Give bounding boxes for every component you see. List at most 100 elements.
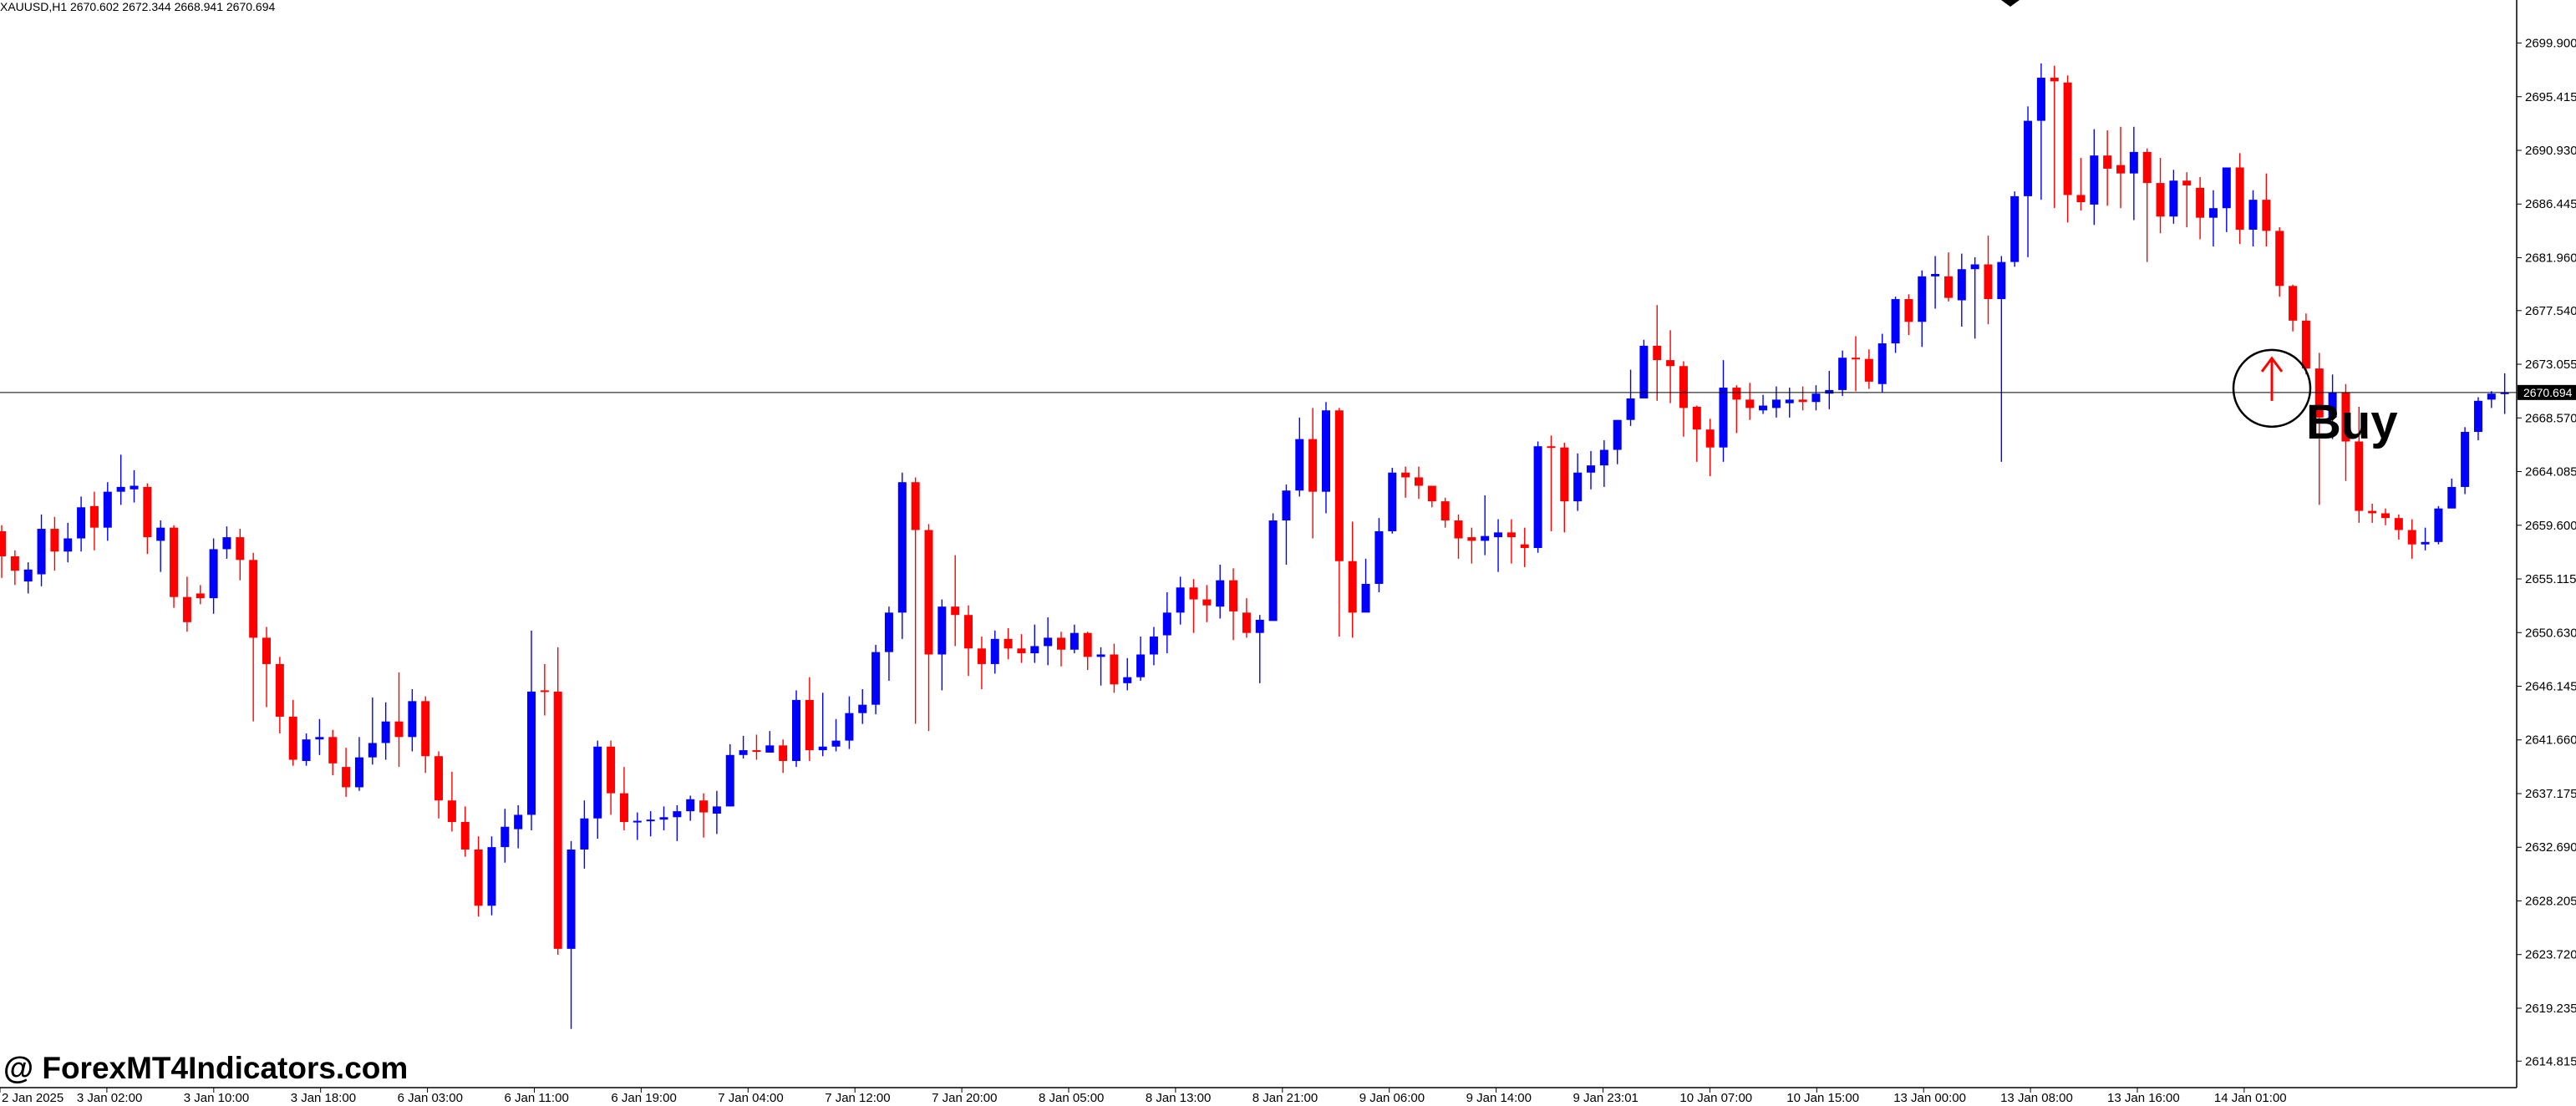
candle (514, 804, 523, 849)
candle-body (540, 690, 549, 693)
candle (2248, 190, 2258, 247)
candle (580, 800, 589, 869)
candle-body (1639, 345, 1649, 398)
candle-body (1255, 619, 1264, 633)
candle (2182, 172, 2192, 228)
candle (196, 585, 205, 605)
candle-body (2196, 187, 2205, 218)
candle-body (1560, 447, 1569, 502)
candle (792, 690, 800, 768)
candle (2368, 503, 2377, 523)
price-tick-label: 2659.600 (2525, 519, 2576, 533)
buy-signal-label: Buy (2306, 395, 2398, 449)
time-tick-label: 13 Jan 08:00 (2000, 1091, 2073, 1105)
candle (143, 483, 152, 555)
candle (37, 514, 46, 586)
candle (1587, 450, 1595, 490)
price-tick-label: 2637.175 (2525, 787, 2576, 801)
candle-body (209, 549, 218, 599)
price-tick-label: 2646.145 (2525, 680, 2576, 694)
candle-body (1852, 358, 1860, 360)
candle-body (37, 529, 46, 575)
candle (10, 550, 19, 586)
candle (2196, 176, 2205, 240)
candle-body (858, 704, 867, 713)
candle (1268, 513, 1278, 621)
candle-body (2090, 155, 2099, 205)
candle-body (1427, 485, 1436, 502)
candle-body (50, 529, 59, 552)
candle (964, 605, 973, 677)
candle-body (792, 699, 800, 761)
candle-body (2500, 392, 2509, 394)
candle-body (1202, 599, 1212, 606)
candle-body (2289, 286, 2298, 321)
candle (1613, 419, 1622, 464)
price-tick-label: 2690.930 (2525, 144, 2576, 158)
price-tick-label: 2695.415 (2525, 90, 2576, 104)
candle (156, 520, 165, 572)
candle (2169, 170, 2178, 224)
candle (990, 630, 999, 674)
candle (1639, 339, 1649, 398)
candle-body (725, 754, 734, 807)
candle-body (845, 713, 854, 741)
candle-body (434, 756, 444, 801)
candle-body (1189, 587, 1198, 600)
time-tick-label: 8 Jan 13:00 (1146, 1091, 1211, 1105)
candle-body (500, 826, 510, 848)
candle (1533, 441, 1542, 553)
candle (1653, 305, 1662, 401)
candle (884, 606, 893, 681)
candle (1361, 558, 1370, 613)
candle-body (2394, 518, 2403, 530)
candle-body (699, 800, 709, 813)
candle-body (2421, 541, 2430, 545)
candle (1494, 519, 1503, 572)
candle (897, 472, 907, 639)
candle (130, 469, 139, 503)
candle-body (1070, 632, 1079, 650)
candle-body (1308, 439, 1318, 492)
candle-body (2156, 183, 2165, 217)
candle-body (1481, 535, 1490, 541)
candle (368, 698, 377, 765)
candle (1745, 383, 1755, 420)
candle-body (2461, 432, 2470, 487)
candle-body (2275, 231, 2284, 287)
candle-body (89, 505, 99, 528)
candle (1481, 495, 1490, 556)
candle (1454, 514, 1463, 559)
candle (408, 689, 417, 752)
candle-body (2129, 151, 2138, 174)
candle (845, 696, 854, 749)
candle (500, 809, 510, 863)
candle-body (686, 799, 695, 812)
candle (593, 740, 602, 840)
signal-circle (2232, 348, 2312, 429)
candle (1599, 440, 1608, 487)
candle (1732, 385, 1741, 434)
candle-body (2169, 180, 2178, 217)
time-tick-label: 7 Jan 20:00 (932, 1091, 997, 1105)
candle-body (1268, 520, 1278, 621)
candle (871, 645, 881, 715)
candle-body (2036, 78, 2045, 121)
candle-body (1719, 388, 1728, 448)
candle (1943, 252, 1953, 302)
candle (315, 718, 324, 755)
candle (2076, 158, 2086, 211)
candle-body (937, 606, 947, 655)
candle (659, 806, 668, 831)
time-tick-label: 3 Jan 10:00 (184, 1091, 249, 1105)
candle-body (2328, 392, 2337, 418)
candle (1679, 361, 1688, 437)
time-tick-label: 6 Jan 19:00 (611, 1091, 676, 1105)
candle-body (1904, 299, 1913, 322)
time-tick-label: 7 Jan 04:00 (718, 1091, 783, 1105)
candle (1573, 453, 1583, 511)
candle-body (619, 793, 628, 823)
candle-body (911, 482, 920, 530)
candle (1931, 256, 1940, 309)
